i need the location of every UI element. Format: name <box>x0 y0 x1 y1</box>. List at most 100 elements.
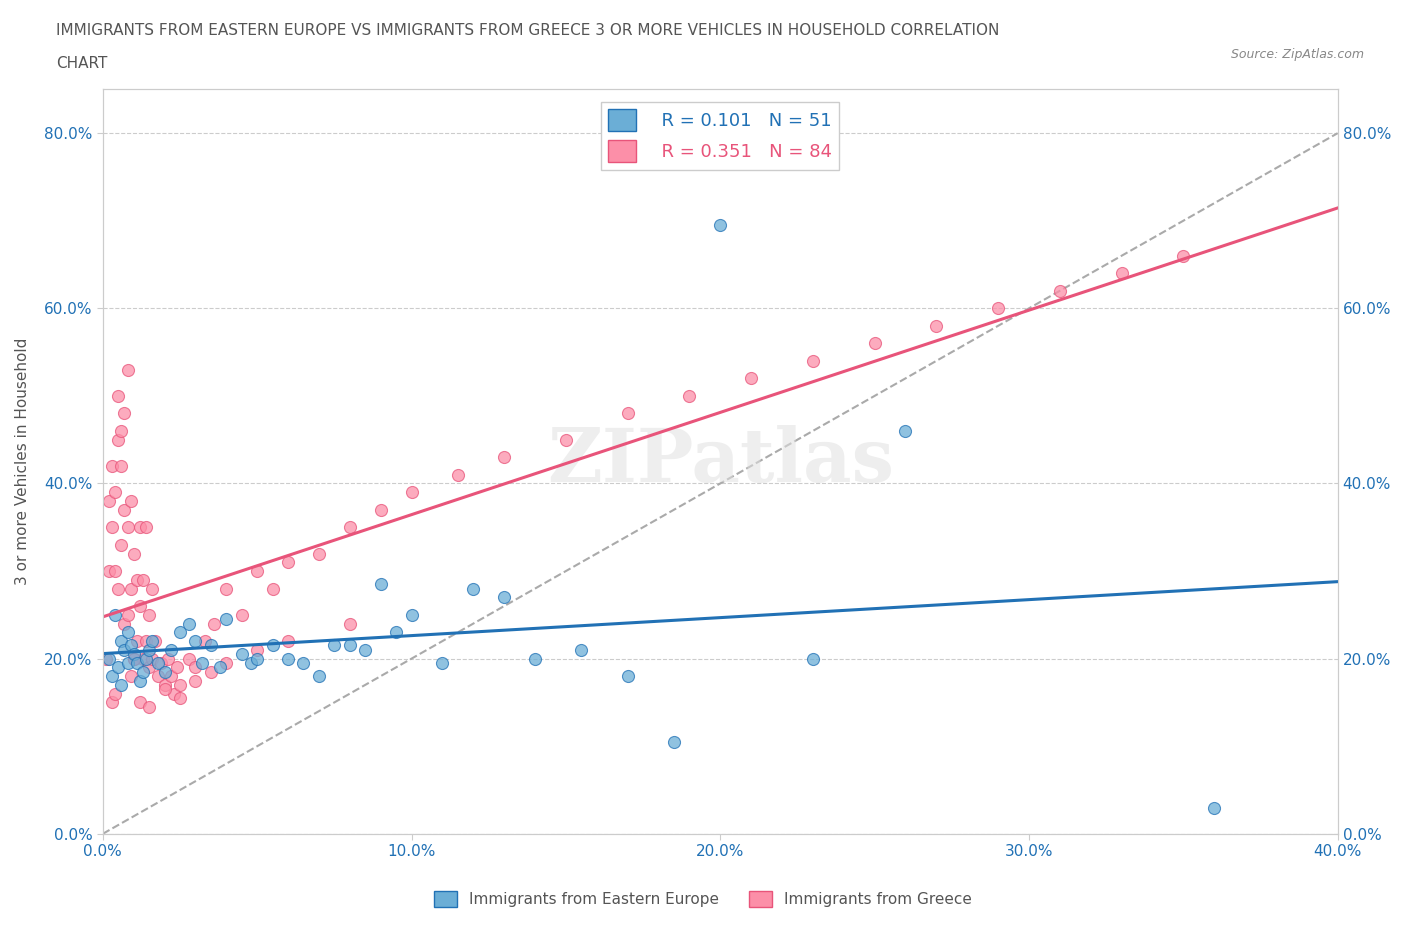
Point <box>110 677 132 692</box>
Point <box>135 633 157 648</box>
Point <box>385 625 408 640</box>
Point <box>308 669 330 684</box>
Point <box>128 673 150 688</box>
Point <box>524 651 547 666</box>
Point <box>339 617 361 631</box>
Point <box>163 686 186 701</box>
Point <box>354 643 377 658</box>
Point <box>138 699 160 714</box>
Point <box>125 656 148 671</box>
Point <box>169 677 191 692</box>
Point <box>863 336 886 351</box>
Point <box>138 660 160 675</box>
Point <box>463 581 485 596</box>
Point <box>987 301 1010 316</box>
Point <box>107 432 129 447</box>
Point <box>184 633 207 648</box>
Point <box>120 638 142 653</box>
Point <box>308 546 330 561</box>
Point <box>120 494 142 509</box>
Point <box>494 590 516 604</box>
Point <box>110 458 132 473</box>
Point <box>104 564 127 578</box>
Point <box>246 651 269 666</box>
Point <box>128 695 150 710</box>
Point <box>125 633 148 648</box>
Point <box>143 633 166 648</box>
Point <box>215 612 238 627</box>
Point <box>112 406 135 421</box>
Point <box>122 546 145 561</box>
Point <box>925 318 948 333</box>
Point <box>432 656 454 671</box>
Point <box>117 607 139 622</box>
Point <box>166 660 188 675</box>
Point <box>323 638 346 653</box>
Point <box>194 633 217 648</box>
Point <box>200 638 222 653</box>
Point <box>141 581 163 596</box>
Point <box>1049 284 1071 299</box>
Point <box>132 572 155 587</box>
Point <box>678 389 700 404</box>
Point <box>401 485 423 499</box>
Point <box>117 625 139 640</box>
Point <box>339 638 361 653</box>
Point <box>240 656 263 671</box>
Text: ZIPatlas: ZIPatlas <box>547 425 894 498</box>
Point <box>1204 800 1226 815</box>
Point <box>184 673 207 688</box>
Point <box>169 625 191 640</box>
Point <box>740 371 762 386</box>
Point <box>98 651 121 666</box>
Point <box>494 450 516 465</box>
Point <box>184 660 207 675</box>
Point <box>132 664 155 679</box>
Point <box>117 656 139 671</box>
Point <box>112 643 135 658</box>
Point <box>138 643 160 658</box>
Text: CHART: CHART <box>56 56 108 71</box>
Point <box>141 651 163 666</box>
Point <box>104 485 127 499</box>
Point <box>107 389 129 404</box>
Point <box>554 432 576 447</box>
Point <box>156 651 179 666</box>
Point <box>128 520 150 535</box>
Point <box>122 647 145 662</box>
Point <box>104 607 127 622</box>
Point <box>107 660 129 675</box>
Point <box>148 656 170 671</box>
Point <box>117 520 139 535</box>
Point <box>110 633 132 648</box>
Point <box>122 651 145 666</box>
Point <box>98 564 121 578</box>
Point <box>128 599 150 614</box>
Point <box>101 458 124 473</box>
Point <box>262 581 284 596</box>
Point <box>101 669 124 684</box>
Point <box>138 607 160 622</box>
Point <box>120 581 142 596</box>
Point <box>569 643 592 658</box>
Point <box>447 467 470 482</box>
Point <box>200 664 222 679</box>
Point <box>1173 248 1195 263</box>
Point <box>98 494 121 509</box>
Legend: Immigrants from Eastern Europe, Immigrants from Greece: Immigrants from Eastern Europe, Immigran… <box>427 884 979 913</box>
Point <box>132 651 155 666</box>
Point <box>122 651 145 666</box>
Point <box>231 647 253 662</box>
Point <box>277 651 299 666</box>
Point <box>101 695 124 710</box>
Point <box>159 669 181 684</box>
Point <box>401 607 423 622</box>
Point <box>209 660 232 675</box>
Point <box>190 656 212 671</box>
Point <box>215 581 238 596</box>
Point <box>120 669 142 684</box>
Point <box>894 423 917 438</box>
Point <box>246 643 269 658</box>
Point <box>94 651 117 666</box>
Point <box>159 643 181 658</box>
